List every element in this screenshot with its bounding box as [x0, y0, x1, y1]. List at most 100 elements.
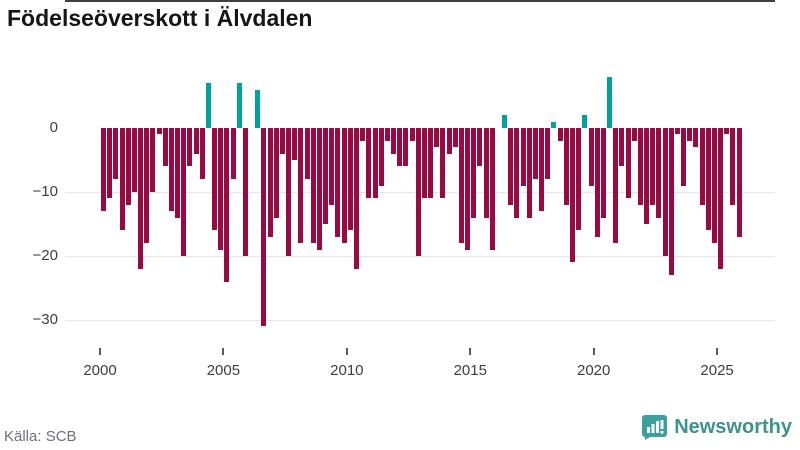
source-credit: Källa: SCB — [4, 428, 77, 445]
bar-2000-q4 — [119, 128, 125, 231]
bar-2018-q3 — [557, 128, 563, 141]
bar-2014-q1 — [446, 128, 452, 154]
x-tick-label: 2020 — [576, 362, 611, 379]
bar-2010-q1 — [347, 128, 353, 231]
newsworthy-logo[interactable]: Newsworthy — [642, 415, 792, 440]
bar-2000-q3 — [113, 128, 119, 180]
bar-2021-q4 — [637, 128, 643, 205]
bar-2013-q1 — [421, 128, 427, 199]
bar-2009-q2 — [329, 128, 335, 205]
bar-2005-q1 — [224, 128, 230, 282]
bar-2005-q4 — [242, 128, 248, 256]
bar-2014-q3 — [458, 128, 464, 244]
gridline-minus20 — [65, 256, 775, 257]
y-tick-label: −20 — [32, 247, 58, 264]
bar-2020-q2 — [600, 128, 606, 218]
x-tick-mark — [469, 348, 472, 355]
bar-2004-q4 — [218, 128, 224, 250]
bar-2002-q4 — [168, 128, 174, 212]
gridline-minus30 — [65, 320, 775, 321]
bar-2004-q3 — [212, 128, 218, 231]
bar-2015-q4 — [489, 128, 495, 250]
bar-2019-q2 — [576, 128, 582, 231]
bar-2013-q2 — [428, 128, 434, 199]
bar-2024-q3 — [705, 128, 711, 231]
y-tick-label: −30 — [32, 311, 58, 328]
bar-2003-q4 — [193, 128, 199, 154]
bar-2016-q4 — [514, 128, 520, 218]
bar-2025-q3 — [730, 128, 736, 205]
bar-2011-q3 — [384, 128, 390, 141]
bar-2018-q1 — [545, 128, 551, 180]
bar-2005-q2 — [230, 128, 236, 180]
bar-2007-q3 — [286, 128, 292, 256]
y-tick-label: −10 — [32, 183, 58, 200]
zero-axis-line — [65, 0, 775, 2]
x-tick-mark — [222, 348, 225, 355]
x-tick-label: 2025 — [700, 362, 734, 379]
newsworthy-chart-bubble-icon — [642, 415, 668, 440]
bar-2007-q1 — [273, 128, 279, 218]
x-tick-mark — [99, 348, 101, 355]
bar-2015-q2 — [477, 128, 483, 167]
chart-title: Födelseöverskott i Älvdalen — [7, 5, 313, 31]
bar-2019-q3 — [582, 115, 588, 128]
bar-2016-q3 — [508, 128, 514, 205]
bar-2019-q1 — [569, 128, 575, 263]
bar-2024-q2 — [699, 128, 705, 205]
bar-2022-q4 — [662, 128, 668, 256]
bar-2020-q3 — [607, 76, 613, 128]
bar-2015-q1 — [471, 128, 477, 218]
bar-2013-q4 — [440, 128, 446, 199]
bar-2010-q2 — [354, 128, 359, 269]
bar-2023-q2 — [674, 128, 680, 135]
bar-2022-q2 — [650, 128, 656, 205]
bar-2024-q1 — [693, 128, 699, 148]
bar-2021-q2 — [625, 128, 631, 199]
y-tick-label: 0 — [49, 119, 58, 136]
bar-2009-q1 — [323, 128, 329, 224]
x-tick-mark — [592, 348, 595, 355]
bar-2022-q1 — [644, 128, 650, 224]
bar-2021-q3 — [631, 128, 637, 141]
bar-2025-q1 — [718, 128, 724, 269]
bar-2010-q4 — [366, 128, 372, 199]
bar-2010-q3 — [360, 128, 366, 141]
bar-2007-q2 — [279, 128, 285, 154]
bar-2024-q4 — [711, 128, 717, 244]
x-tick-label: 2010 — [330, 362, 364, 379]
bar-2006-q3 — [261, 128, 267, 327]
bar-2007-q4 — [292, 128, 298, 160]
bar-2001-q1 — [125, 128, 131, 205]
bar-2002-q3 — [162, 128, 168, 167]
bar-2017-q1 — [520, 128, 526, 186]
bar-2015-q3 — [483, 128, 489, 218]
bar-2012-q3 — [409, 128, 415, 141]
bar-2003-q3 — [187, 128, 193, 167]
newsworthy-logo-text: Newsworthy — [674, 416, 792, 438]
bar-2012-q2 — [403, 128, 409, 167]
bar-2001-q2 — [131, 128, 137, 192]
bar-2001-q4 — [144, 128, 150, 244]
bar-2006-q2 — [255, 89, 261, 128]
bar-2023-q3 — [681, 128, 687, 186]
bar-2017-q4 — [539, 128, 545, 212]
bar-2002-q2 — [156, 128, 162, 135]
bar-2008-q3 — [310, 128, 316, 244]
bar-2002-q1 — [150, 128, 156, 192]
bar-2025-q2 — [724, 128, 730, 135]
bar-2009-q4 — [341, 128, 347, 244]
x-tick-label: 2005 — [206, 362, 241, 379]
x-tick-mark — [345, 348, 348, 355]
bar-2003-q2 — [181, 128, 187, 256]
bar-2017-q2 — [526, 128, 532, 218]
bar-2016-q2 — [502, 115, 508, 128]
bar-2008-q1 — [298, 128, 304, 244]
bar-2001-q3 — [138, 128, 144, 269]
bar-2004-q2 — [205, 83, 211, 128]
bar-2008-q2 — [304, 128, 310, 180]
bar-2011-q2 — [378, 128, 384, 186]
bar-2020-q4 — [613, 128, 619, 244]
bar-2005-q3 — [236, 83, 242, 128]
